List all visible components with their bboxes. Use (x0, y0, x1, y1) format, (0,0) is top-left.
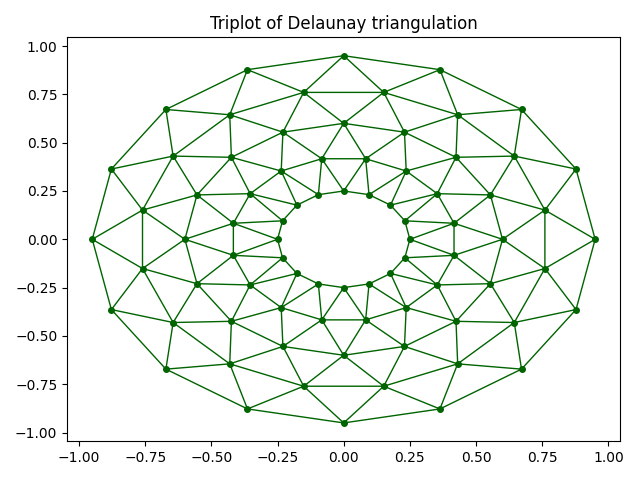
Title: Triplot of Delaunay triangulation: Triplot of Delaunay triangulation (210, 15, 477, 33)
